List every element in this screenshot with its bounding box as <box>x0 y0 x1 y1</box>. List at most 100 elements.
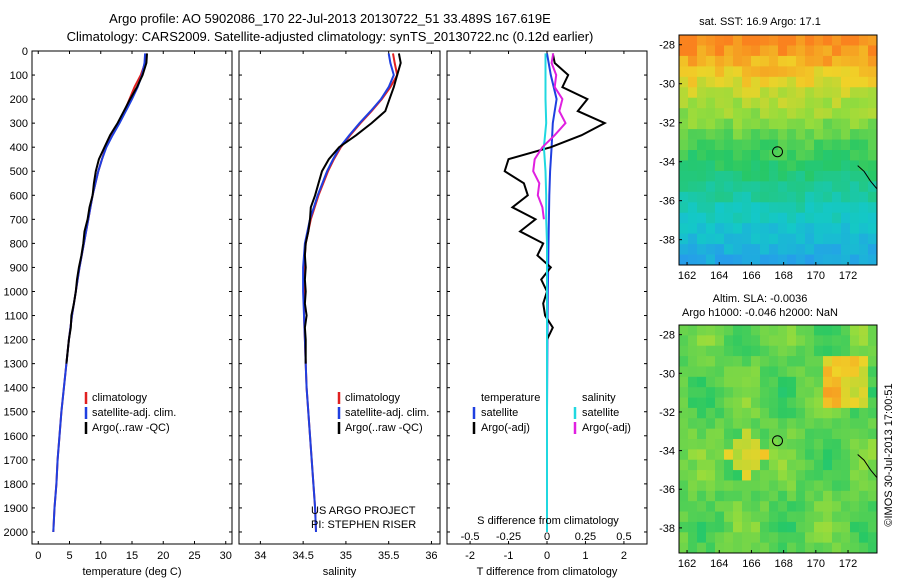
map-cell <box>859 521 869 533</box>
map-cell <box>778 501 788 512</box>
map-cell <box>724 459 734 471</box>
map-cell <box>796 532 806 544</box>
map-cell <box>715 532 725 544</box>
map-cell <box>805 439 815 450</box>
map-cell <box>760 366 770 378</box>
map-cell <box>706 439 716 450</box>
map-cell <box>724 108 734 120</box>
map-cell <box>679 470 689 481</box>
map-cell <box>805 254 815 266</box>
map-cell <box>832 150 842 161</box>
map-cell <box>814 223 824 235</box>
map-cell <box>841 366 851 378</box>
map-cell <box>724 490 734 502</box>
map-cell <box>850 480 860 492</box>
map-cell <box>760 97 770 109</box>
map-cell <box>814 376 824 388</box>
legend-label-s-satellite: satellite <box>582 407 619 419</box>
map-cell <box>751 335 761 347</box>
map-cell <box>688 97 698 109</box>
map-cell <box>715 470 725 481</box>
map-cell <box>841 532 851 544</box>
map-cell <box>742 501 752 512</box>
map-cell <box>715 129 725 140</box>
map-cell <box>751 428 761 440</box>
top-x-tick-label: 0.25 <box>575 531 596 543</box>
map-cell <box>796 480 806 492</box>
map-cell <box>796 97 806 109</box>
map-cell <box>859 244 869 255</box>
map-cell <box>868 335 878 347</box>
map-cell <box>760 129 770 140</box>
map-cell <box>715 345 725 357</box>
map-cell <box>706 532 716 544</box>
map-cell <box>841 212 851 224</box>
map-cell <box>805 542 815 554</box>
map-cell <box>850 212 860 224</box>
map-cell <box>796 356 806 367</box>
map-cell <box>787 150 797 161</box>
map-cell <box>859 459 869 471</box>
map-cell <box>850 244 860 255</box>
map-cell <box>706 76 716 88</box>
map-cell <box>742 532 752 544</box>
map-cell <box>679 139 689 151</box>
map-cell <box>751 449 761 461</box>
map-cell <box>679 160 689 172</box>
map-cell <box>841 542 851 554</box>
map-cell <box>796 55 806 67</box>
y-tick-label: 1200 <box>4 335 28 347</box>
map-x-tick-label: 170 <box>807 558 825 570</box>
map-cell <box>778 532 788 544</box>
map-cell <box>778 150 788 161</box>
map-cell <box>859 129 869 140</box>
map-cell <box>805 170 815 182</box>
map-cell <box>706 108 716 120</box>
map-cell <box>688 254 698 266</box>
map-cell <box>787 511 797 523</box>
map-cell <box>706 480 716 492</box>
map-cell <box>688 376 698 388</box>
map-cell <box>715 449 725 461</box>
map-cell <box>805 387 815 398</box>
map-cell <box>814 254 824 266</box>
map-cell <box>796 490 806 502</box>
map-cell <box>787 397 797 409</box>
map-cell <box>823 244 833 255</box>
map-cell <box>715 459 725 471</box>
map-cell <box>724 397 734 409</box>
map-cell <box>679 223 689 235</box>
map-cell <box>841 108 851 120</box>
map-cell <box>805 335 815 347</box>
map-cell <box>823 459 833 471</box>
map-cell <box>787 139 797 151</box>
map-cell <box>751 212 761 224</box>
map-cell <box>796 191 806 203</box>
map-cell <box>697 129 707 140</box>
x-tick-label: -2 <box>465 550 475 562</box>
map-cell <box>859 76 869 88</box>
map-cell <box>733 532 743 544</box>
map-cell <box>823 418 833 430</box>
map-cell <box>841 35 851 46</box>
map-cell <box>859 160 869 172</box>
map-cell <box>769 202 779 214</box>
map-cell <box>679 480 689 492</box>
map-cell <box>715 335 725 347</box>
map-cell <box>859 118 869 130</box>
map-cell <box>841 139 851 151</box>
map-cell <box>742 480 752 492</box>
map-cell <box>832 511 842 523</box>
map-cell <box>769 55 779 67</box>
map-cell <box>787 325 797 336</box>
map-cell <box>778 191 788 203</box>
map-cell <box>850 356 860 367</box>
map-cell <box>796 542 806 554</box>
map-cell <box>733 76 743 88</box>
map-cell <box>724 76 734 88</box>
map-cell <box>778 345 788 357</box>
sla-map-subtitle: Argo h1000: -0.046 h2000: NaN <box>682 307 838 319</box>
temperature-x-axis-label: temperature (deg C) <box>82 566 181 578</box>
map-cell <box>796 366 806 378</box>
map-cell <box>805 139 815 151</box>
